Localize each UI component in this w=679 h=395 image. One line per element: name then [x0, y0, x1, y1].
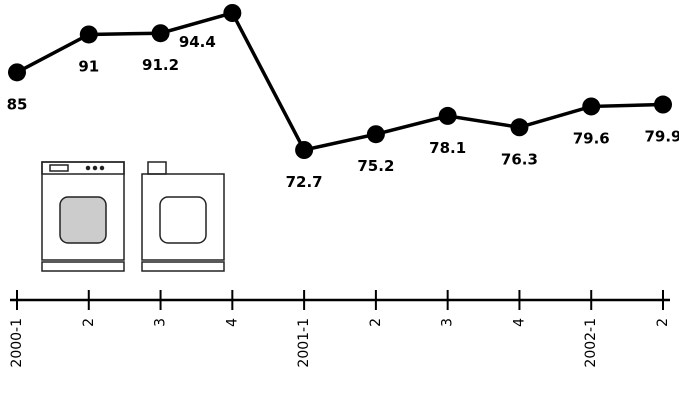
x-tick-label: 2 — [368, 318, 384, 327]
value-label: 91 — [78, 57, 99, 75]
value-label: 94.4 — [179, 33, 216, 51]
washer-door — [60, 197, 106, 243]
value-label: 91.2 — [142, 56, 179, 74]
washer-display — [50, 165, 68, 171]
point — [439, 107, 457, 125]
value-label: 79.9 — [644, 128, 679, 146]
value-label: 75.2 — [357, 157, 394, 175]
dryer-body — [142, 174, 224, 260]
chart: 2000-1 2 3 4 2001-1 2 3 4 2002-1 2 85 91 91.294.4 72.… — [0, 0, 679, 395]
x-tick-label: 4 — [511, 318, 527, 327]
x-tick-label: 4 — [224, 318, 240, 327]
value-label: 78.1 — [429, 139, 466, 157]
x-tick-label: 2002-1 — [583, 318, 599, 368]
x-tick-label: 3 — [440, 318, 456, 327]
washer-base — [42, 262, 124, 271]
washer-knob — [87, 167, 90, 170]
point — [295, 141, 313, 159]
appliance-icons — [42, 162, 224, 271]
x-tick-label: 2001-1 — [296, 318, 312, 368]
point — [510, 118, 528, 136]
dryer-base — [142, 262, 224, 271]
point — [654, 96, 672, 114]
value-label: 79.6 — [573, 129, 610, 147]
x-tick-label: 2 — [81, 318, 97, 327]
dryer-control — [148, 162, 166, 174]
x-tick-label: 2 — [655, 318, 671, 327]
dryer-door — [160, 197, 206, 243]
value-label: 85 — [7, 95, 28, 113]
point — [367, 125, 385, 143]
x-tick-label: 3 — [153, 318, 169, 327]
line — [17, 13, 663, 150]
point — [80, 25, 98, 43]
washer-panel — [42, 162, 124, 174]
value-label: 72.7 — [286, 173, 323, 191]
point — [152, 24, 170, 42]
point — [582, 97, 600, 115]
washer-knob — [101, 167, 104, 170]
point — [223, 4, 241, 22]
x-tick-label: 2000-1 — [9, 318, 25, 368]
point — [8, 63, 26, 81]
washer-knob — [94, 167, 97, 170]
value-label: 76.3 — [501, 150, 538, 168]
